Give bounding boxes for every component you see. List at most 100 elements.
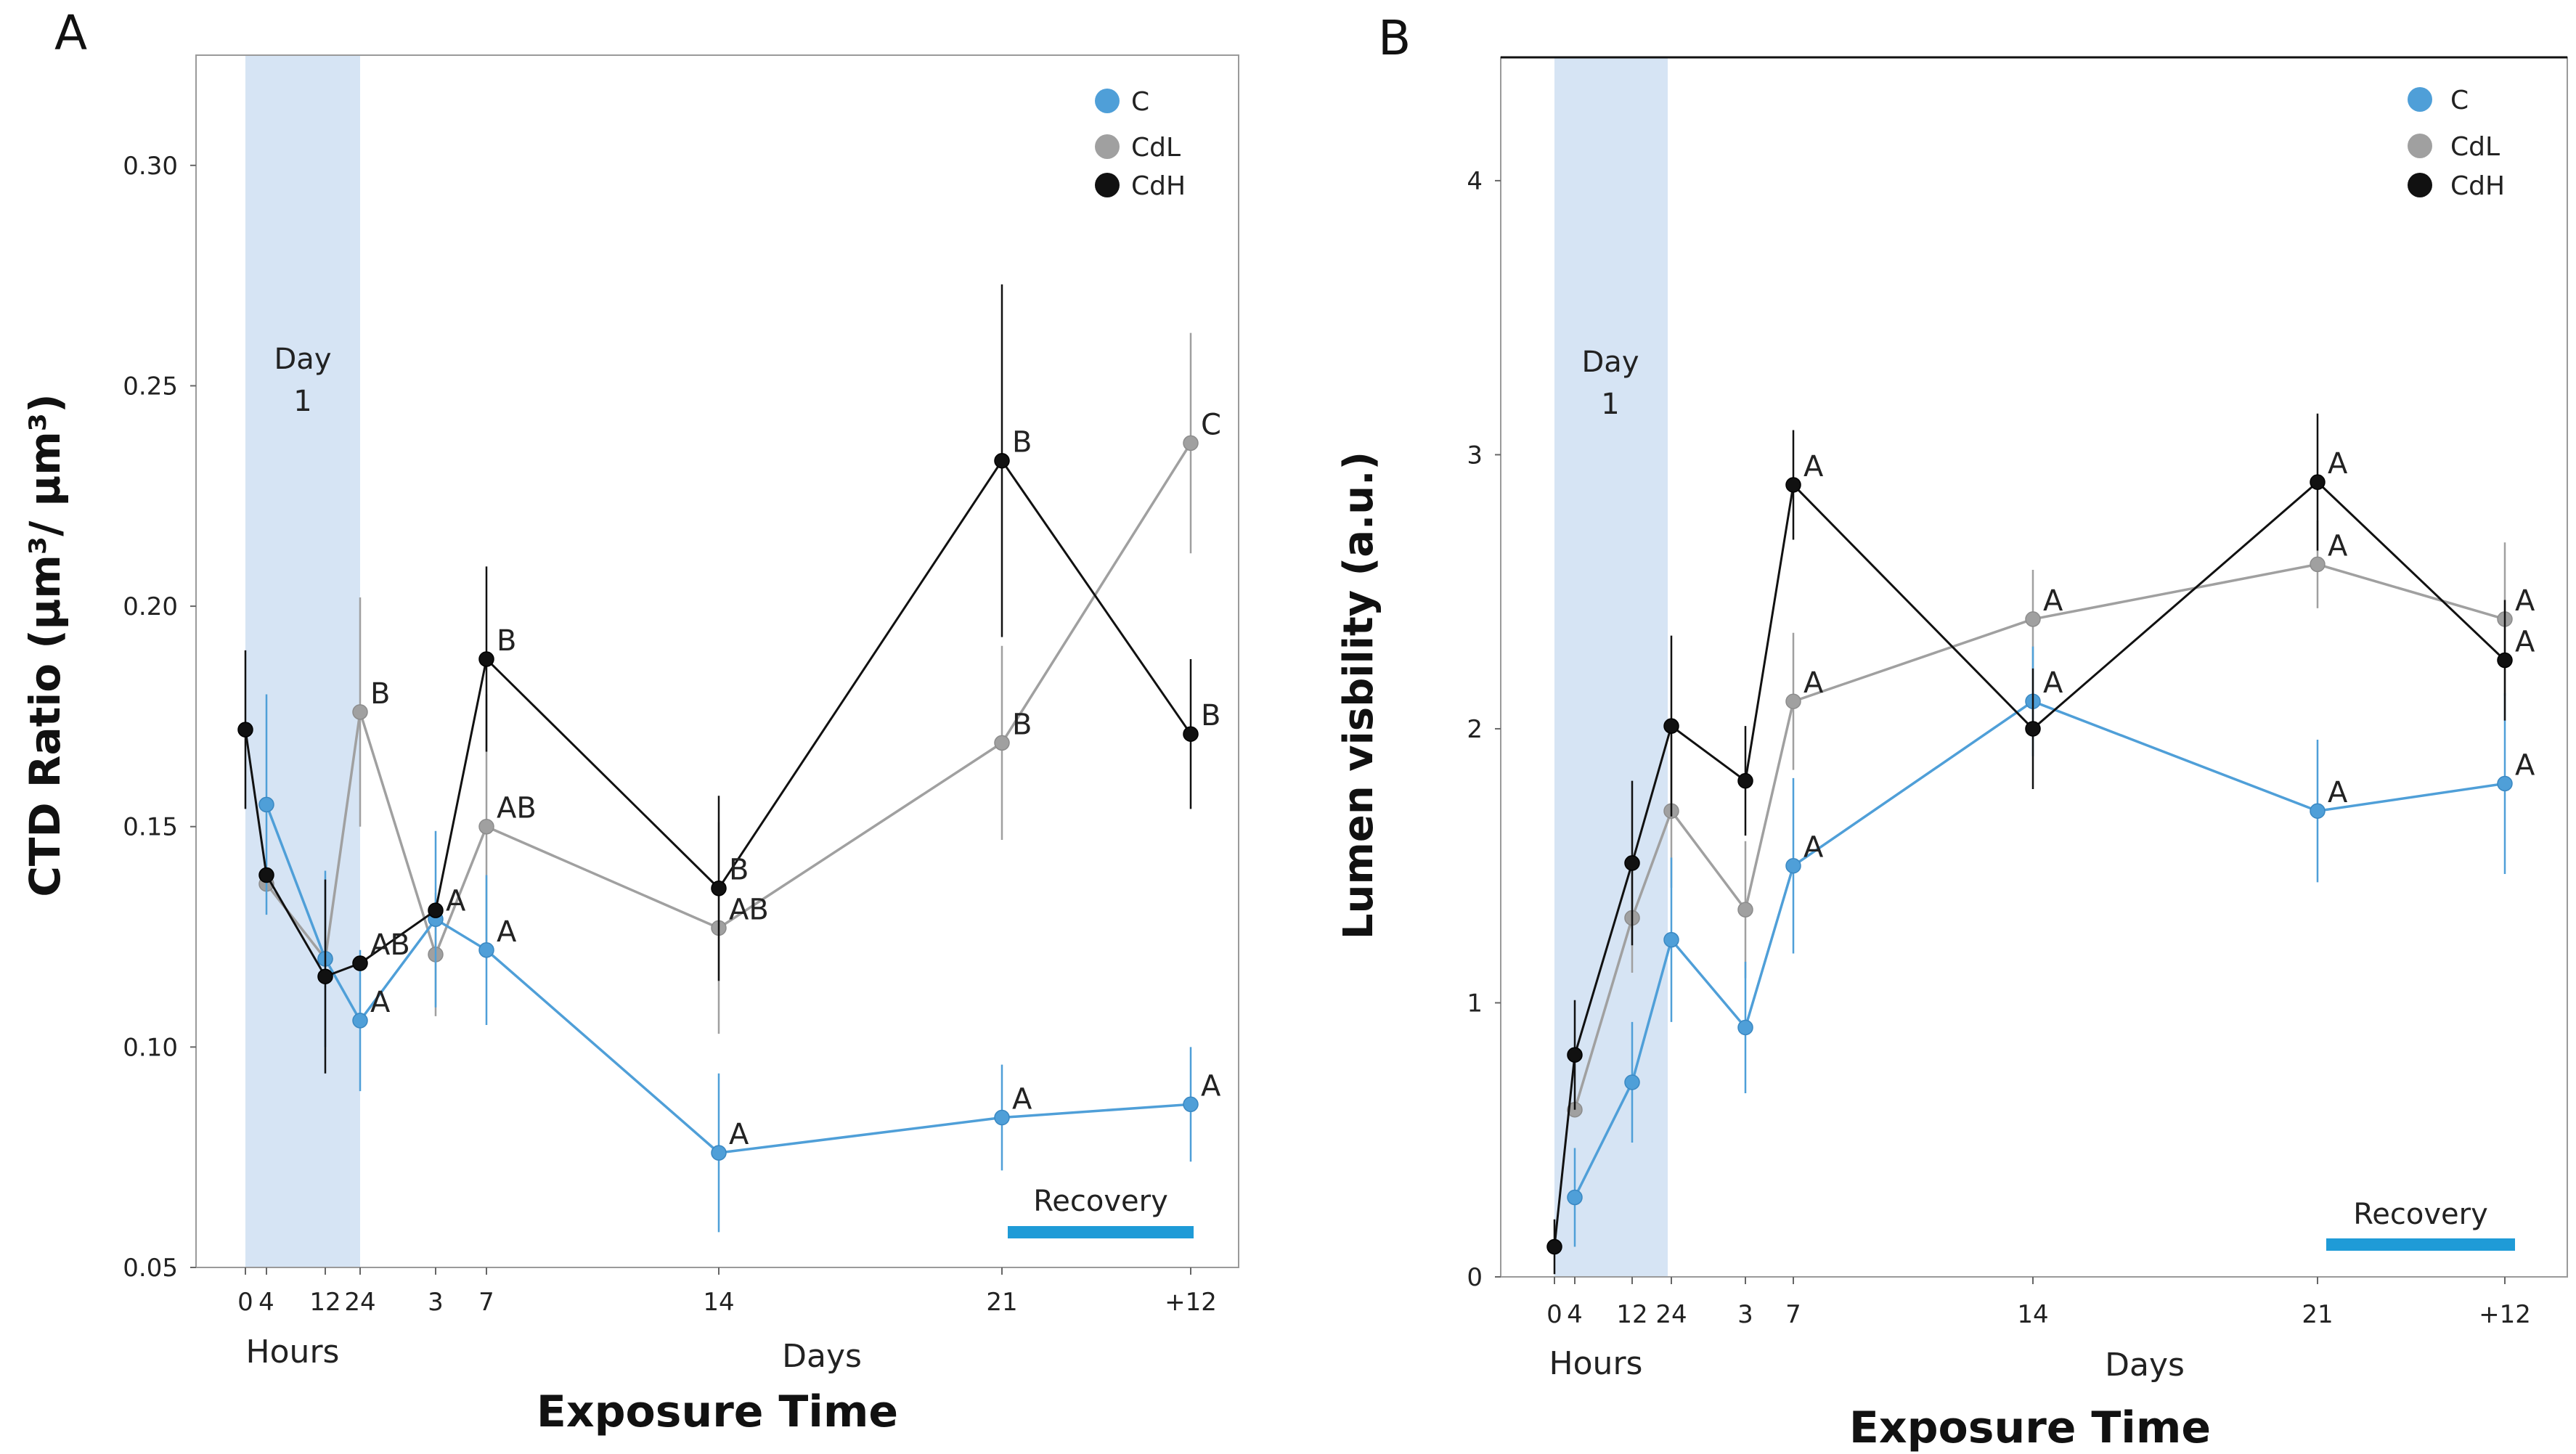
significance-letter: A xyxy=(729,1118,749,1151)
legend-label-cdl: CdL xyxy=(1131,133,1181,163)
series-cdh: AB B B B B xyxy=(237,284,1220,1074)
data-point-cdh xyxy=(352,955,368,971)
panel-a-days-label: Days xyxy=(782,1338,862,1375)
significance-letter: B xyxy=(1012,426,1032,460)
x-tick-label: +12 xyxy=(2479,1300,2531,1329)
data-point-cdh xyxy=(1546,1238,1562,1255)
significance-letter: A xyxy=(446,884,466,918)
panel-a-recovery-label: Recovery xyxy=(1033,1185,1167,1218)
data-point-cdh xyxy=(428,902,444,918)
panel-b-hours-label: Hours xyxy=(1549,1345,1643,1382)
data-point-c xyxy=(1737,1019,1753,1036)
significance-letter: A xyxy=(1201,1069,1221,1103)
significance-letter: A xyxy=(1803,450,1824,483)
x-tick-label: 21 xyxy=(986,1288,1017,1317)
significance-letter: C xyxy=(1201,408,1221,441)
x-tick-label: 24 xyxy=(344,1288,375,1317)
data-point-cdh xyxy=(2310,474,2326,490)
data-point-c xyxy=(1624,1074,1640,1090)
x-tick-label: 7 xyxy=(478,1288,494,1317)
data-point-c xyxy=(478,942,494,958)
y-tick-label: 0.30 xyxy=(123,152,178,181)
data-point-cdh xyxy=(2025,721,2041,737)
data-point-cdl xyxy=(2025,611,2041,627)
panel-b-band-label-day: Day xyxy=(1582,346,1639,379)
data-point-cdh xyxy=(2497,652,2513,669)
significance-letter: A xyxy=(2515,626,2535,659)
significance-letter: A xyxy=(2328,776,2348,809)
series-c: A A A A xyxy=(1567,646,2535,1247)
y-tick-label: 4 xyxy=(1467,167,1483,196)
x-tick-label: 24 xyxy=(1655,1300,1687,1329)
legend-label-c: C xyxy=(1131,87,1149,117)
significance-letter: A xyxy=(2328,447,2348,481)
y-tick-label: 0.05 xyxy=(123,1254,178,1283)
panel-a-label: A xyxy=(54,5,87,61)
x-tick-label: 14 xyxy=(703,1288,734,1317)
panel-b-y-axis-title: Lumen visbility (a.u.) xyxy=(1335,452,1382,939)
significance-letter: A xyxy=(2043,584,2063,618)
significance-letter: A xyxy=(1803,666,1824,700)
legend-marker-cdh xyxy=(2408,173,2432,197)
series-cdh: A AA xyxy=(1546,413,2535,1275)
data-point-c xyxy=(994,1109,1010,1126)
panel-b-days-label: Days xyxy=(2105,1347,2185,1384)
x-tick-label: 7 xyxy=(1785,1300,1801,1329)
significance-letter: A xyxy=(2043,666,2063,700)
legend-marker-c xyxy=(1095,89,1120,113)
significance-letter: B xyxy=(1201,699,1220,732)
y-tick-label: 2 xyxy=(1467,715,1483,744)
panel-a: A Day 1 0.05 0.10 0.15 0.20 0.25 0.30 0 4 12 24 3… xyxy=(20,5,1239,1437)
legend-label-cdh: CdH xyxy=(1131,171,1186,201)
series-line-cdh xyxy=(1553,481,2506,1247)
panel-b-y-axis: 0 1 2 3 4 xyxy=(1467,167,1501,1292)
data-point-cdl xyxy=(1183,435,1199,452)
significance-letter: A xyxy=(1012,1083,1032,1116)
y-tick-label: 0.10 xyxy=(123,1033,178,1062)
y-tick-label: 3 xyxy=(1467,441,1483,470)
x-tick-label: 21 xyxy=(2302,1300,2333,1329)
data-point-cdh xyxy=(1624,855,1640,871)
legend-label-cdl: CdL xyxy=(2450,132,2500,162)
panel-a-band-label-day: Day xyxy=(274,343,332,376)
significance-letter: B xyxy=(497,624,516,658)
data-point-cdh xyxy=(1663,718,1679,734)
data-point-cdl xyxy=(1785,693,1801,709)
y-tick-label: 0.25 xyxy=(123,372,178,401)
series-line-c xyxy=(1573,700,2506,1198)
significance-letter: AB xyxy=(497,792,537,825)
legend-marker-cdl xyxy=(2408,134,2432,158)
data-point-cdh xyxy=(1785,477,1801,493)
x-tick-label: 3 xyxy=(1737,1300,1753,1329)
data-point-c xyxy=(2310,803,2326,819)
legend-label-cdh: CdH xyxy=(2450,171,2505,201)
legend-marker-cdh xyxy=(1095,173,1120,197)
panel-a-band-label-number: 1 xyxy=(293,385,311,418)
significance-letter: A xyxy=(2515,584,2535,618)
data-point-cdh xyxy=(994,452,1010,469)
panel-b-x-axis: 0 4 12 24 3 7 14 21 +12 xyxy=(1546,1277,2531,1329)
significance-letter: A xyxy=(497,915,517,949)
series-line-c xyxy=(265,804,1191,1154)
data-point-cdl xyxy=(1737,902,1753,918)
significance-letter: B xyxy=(729,854,749,887)
panel-b-x-axis-title: Exposure Time xyxy=(1849,1402,2211,1453)
data-point-c xyxy=(258,796,274,813)
significance-letter: AB xyxy=(370,928,410,962)
significance-letter: A xyxy=(2328,529,2348,563)
x-tick-label: +12 xyxy=(1165,1288,1217,1317)
x-tick-label: 12 xyxy=(309,1288,341,1317)
significance-letter: AB xyxy=(729,893,769,926)
panel-a-shaded-band xyxy=(245,55,360,1267)
data-point-c xyxy=(1663,931,1679,948)
panel-a-x-axis: 0 4 12 24 3 7 14 21 +12 xyxy=(237,1267,1217,1317)
data-point-cdh xyxy=(317,968,333,984)
y-tick-label: 1 xyxy=(1467,989,1483,1018)
data-point-c xyxy=(352,1013,368,1029)
x-tick-label: 14 xyxy=(2017,1300,2048,1329)
data-point-c xyxy=(1567,1189,1583,1206)
data-point-cdh xyxy=(478,651,494,667)
